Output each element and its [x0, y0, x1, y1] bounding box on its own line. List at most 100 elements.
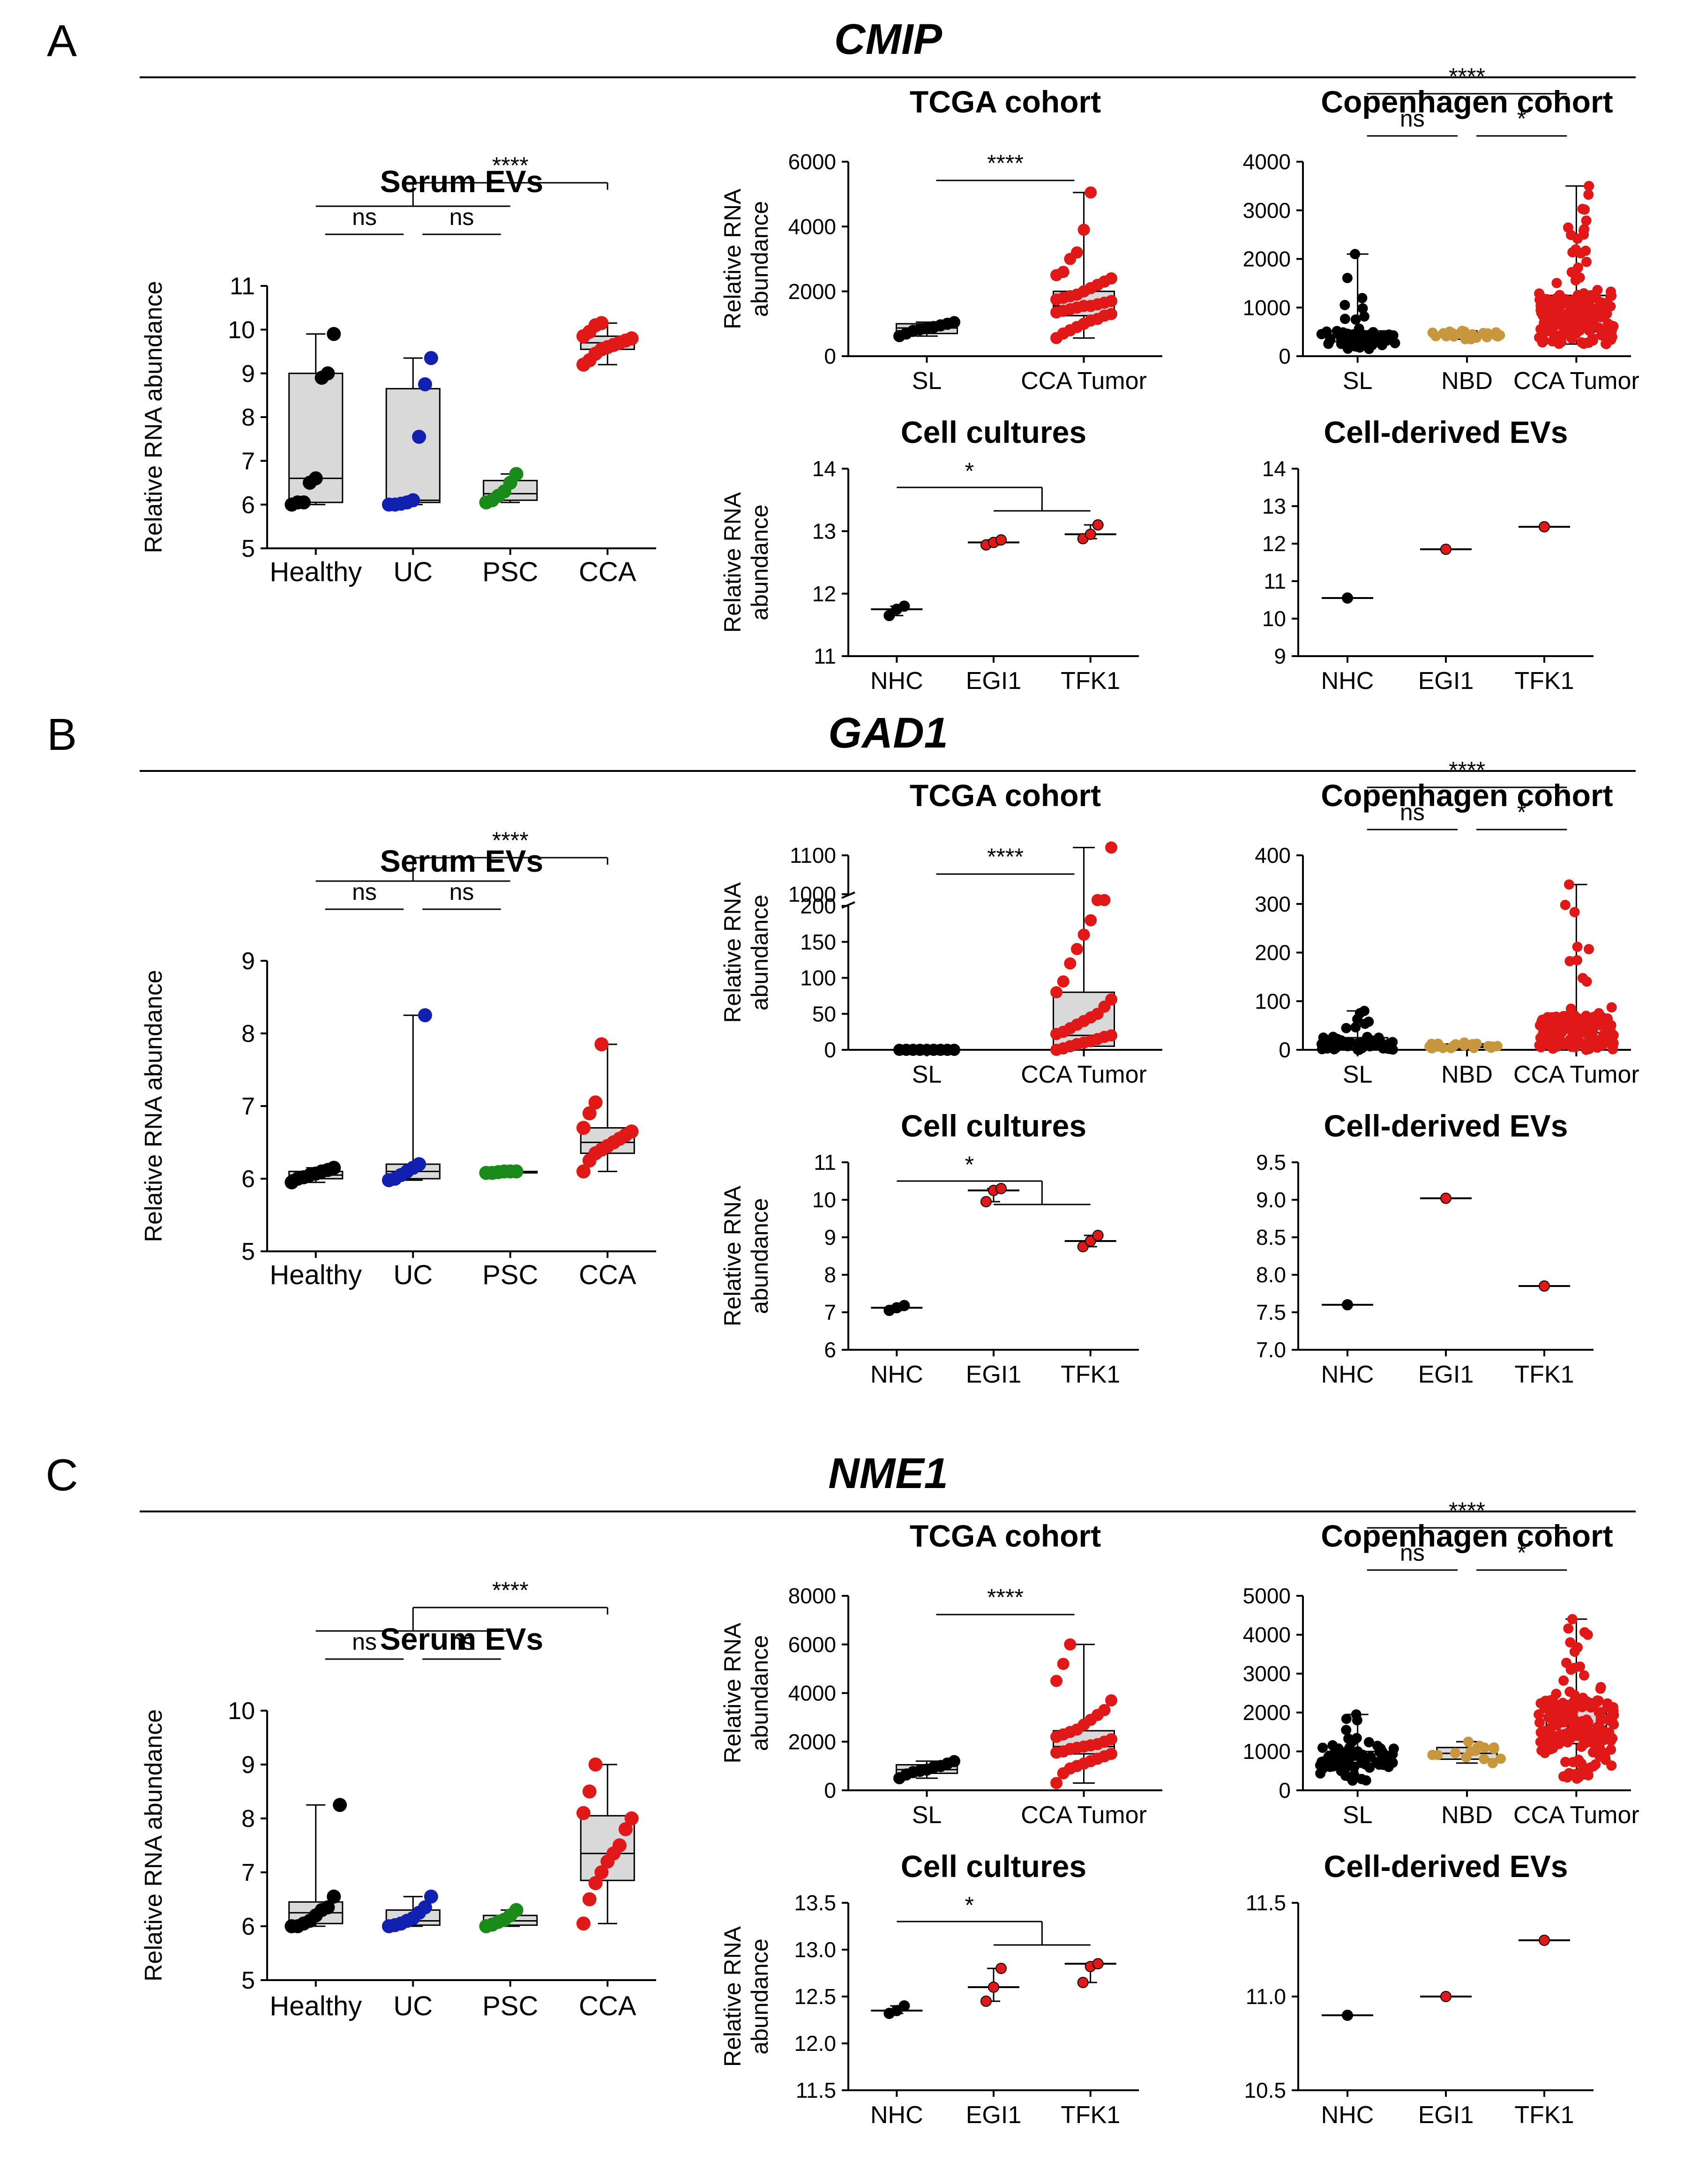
x-tick-label: CCA Tumor [1021, 367, 1147, 395]
significance-label: ns [352, 879, 377, 905]
data-point [1583, 1770, 1594, 1780]
data-point [1572, 1726, 1583, 1737]
data-point [1557, 1698, 1568, 1708]
data-point [1077, 928, 1090, 941]
chart-title: Copenhagen cohort [1321, 778, 1613, 813]
y-tick-label: 6 [241, 492, 255, 519]
data-point [1572, 1642, 1583, 1653]
x-tick-label: NHC [870, 2102, 923, 2129]
x-tick-label: NBD [1441, 1802, 1493, 1829]
y-axis-label: Relative RNA abundance [140, 1709, 167, 1982]
y-tick-label: 1000 [1243, 1739, 1291, 1764]
data-point [1057, 266, 1070, 278]
x-tick-label: TFK1 [1061, 667, 1120, 695]
x-tick-label: SL [912, 1061, 942, 1088]
x-tick-label: TFK1 [1514, 1361, 1574, 1388]
group-nhc [1322, 1299, 1373, 1310]
group-healthy [284, 1798, 347, 1933]
y-tick-label: 5 [241, 1967, 255, 1994]
panel-tcga: 0 2000 4000 6000 8000 TCGA cohort Relative RNA… [719, 1518, 1162, 1829]
data-point [1563, 1623, 1574, 1634]
significance-label: ns [1400, 105, 1425, 132]
y-tick-label: 4000 [788, 1681, 836, 1705]
data-point [1535, 305, 1546, 316]
y-tick-label: 13 [812, 519, 836, 543]
x-tick-label: CCA [579, 1260, 636, 1290]
data-point [588, 1876, 603, 1890]
data-point [327, 327, 341, 341]
group-egi1 [968, 1183, 1019, 1207]
data-point [995, 534, 1007, 546]
significance-label: * [965, 458, 974, 484]
y-tick-label: 9.5 [1256, 1150, 1286, 1174]
data-point [1105, 308, 1117, 321]
chart-title: Cell cultures [901, 1849, 1086, 1884]
y-tick-label: 6 [241, 1166, 255, 1193]
data-point [1560, 1757, 1571, 1767]
data-point [1365, 1751, 1376, 1762]
significance-label: * [1517, 105, 1526, 132]
significance-label: * [965, 1892, 974, 1918]
data-point [1547, 1037, 1557, 1047]
significance-brackets: * [897, 1152, 1091, 1205]
data-point [898, 1300, 910, 1311]
x-tick-label: Healthy [269, 1991, 362, 2021]
y-tick-label: 0 [824, 1778, 836, 1803]
significance-label: ns [449, 1629, 474, 1655]
y-tick-label: 11 [814, 1150, 836, 1174]
data-point [1350, 249, 1361, 260]
data-point [1085, 914, 1097, 927]
x-tick-label: PSC [482, 1260, 538, 1290]
data-point [1539, 1703, 1550, 1713]
data-point [1357, 1749, 1368, 1760]
group-nhc [871, 2000, 923, 2019]
y-tick-label: 1000 [1243, 295, 1291, 320]
data-point [1379, 1040, 1390, 1050]
data-point [594, 316, 609, 330]
y-tick-label: 8000 [788, 1584, 836, 1608]
data-point [594, 1865, 609, 1879]
data-point [1491, 327, 1502, 338]
y-axis-label: abundance [747, 201, 773, 317]
data-point [1077, 224, 1090, 236]
data-point [1463, 1736, 1474, 1747]
data-point [1459, 1037, 1470, 1048]
data-point [1576, 1019, 1587, 1030]
y-tick-label: 4000 [788, 214, 836, 239]
data-point [1347, 1736, 1357, 1747]
data-point [1342, 1299, 1353, 1310]
data-point [327, 1160, 341, 1175]
data-point [1339, 299, 1350, 310]
y-tick-label: 3000 [1243, 1661, 1291, 1686]
data-point [1105, 1029, 1117, 1042]
chart-title: Cell-derived EVs [1324, 1108, 1568, 1143]
group-tfk1 [1064, 519, 1116, 545]
group-psc [479, 467, 538, 509]
y-tick-label: 6 [241, 1913, 255, 1940]
data-point [588, 1095, 603, 1110]
data-point [1598, 1029, 1609, 1040]
data-point [1342, 592, 1353, 604]
data-point [1606, 1002, 1617, 1013]
y-axis-label: abundance [747, 504, 773, 620]
y-tick-label: 0 [824, 344, 836, 368]
data-point [1317, 1743, 1328, 1753]
data-point [980, 1996, 992, 2007]
y-tick-label: 4000 [1243, 150, 1291, 174]
data-point [1357, 293, 1368, 304]
data-point [327, 1889, 341, 1904]
group-egi1 [968, 534, 1019, 551]
data-point [1373, 1032, 1384, 1043]
panel-copenhagen: 0 100 200 300 400 Copenhagen cohort SL NBD CCA T… [1255, 757, 1639, 1088]
data-point [1050, 1675, 1062, 1687]
panel-letter: A [47, 16, 77, 66]
data-point [1572, 233, 1583, 244]
data-point [1606, 1744, 1616, 1755]
data-point [1341, 1725, 1352, 1735]
x-tick-label: UC [393, 1260, 433, 1290]
data-point [1581, 215, 1592, 226]
data-point [1560, 899, 1571, 910]
y-tick-label: 2000 [1243, 1700, 1291, 1725]
y-tick-label: 2000 [788, 1729, 836, 1754]
section-C: C NME1 5 6 7 8 9 10 Serum EVs Relative RNA abunda… [45, 1450, 1639, 2129]
